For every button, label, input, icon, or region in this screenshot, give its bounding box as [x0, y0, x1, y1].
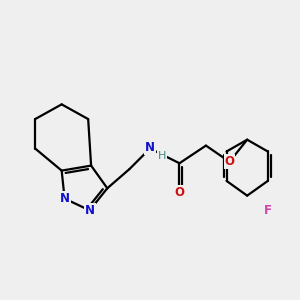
Text: O: O [224, 155, 235, 168]
Text: N: N [60, 192, 70, 205]
Text: F: F [264, 204, 272, 217]
Text: N: N [145, 141, 155, 154]
Text: H: H [158, 151, 166, 161]
Text: O: O [174, 186, 184, 199]
Text: N: N [85, 204, 94, 217]
